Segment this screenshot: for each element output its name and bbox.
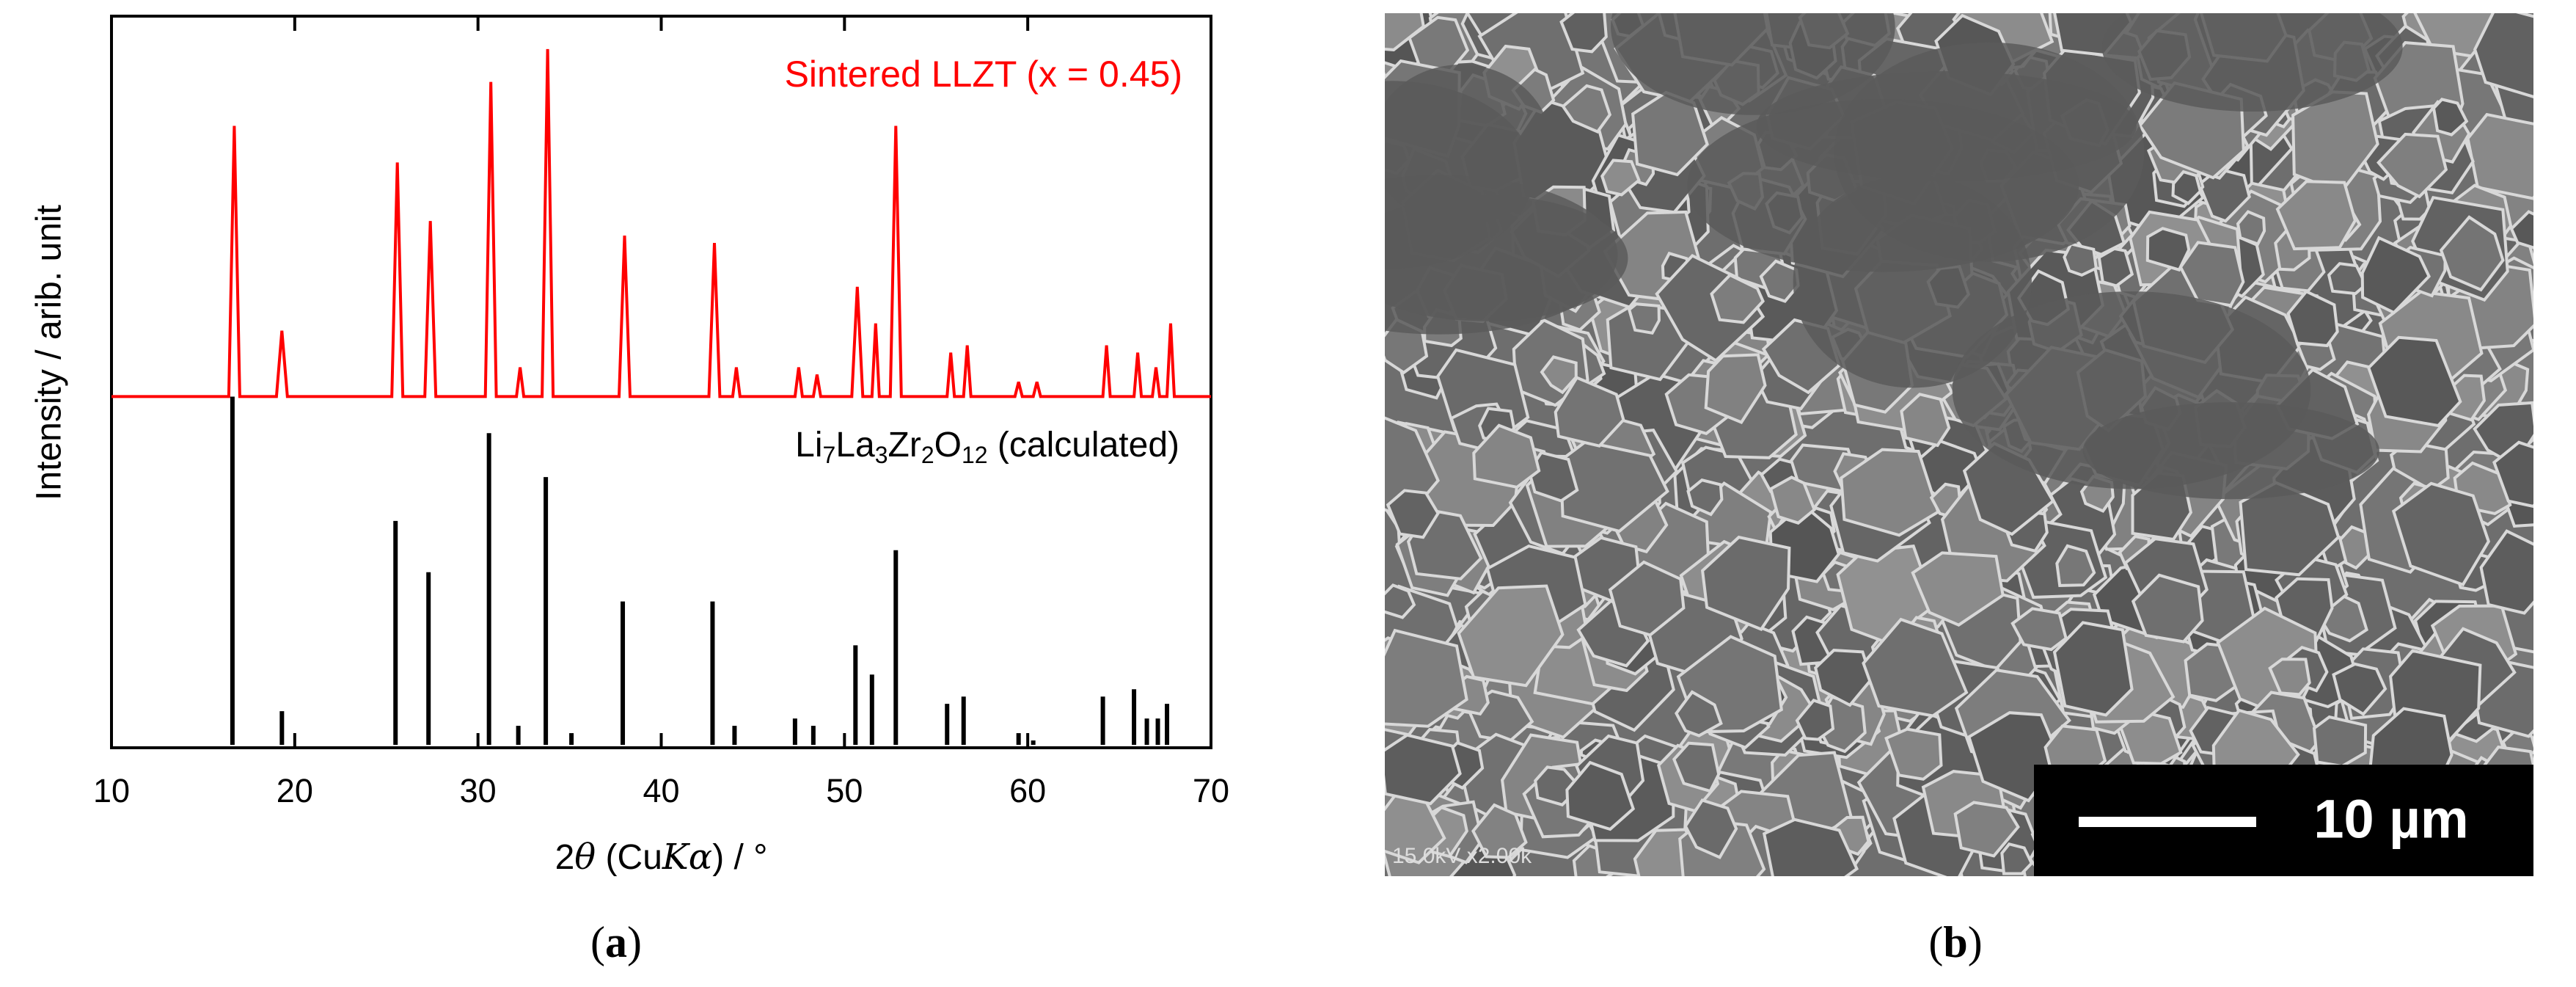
grain: [1710, 273, 1765, 324]
grain: [1608, 560, 1686, 637]
grain: [2063, 242, 2098, 277]
legend-label: Sintered LLZT (x = 0.45): [785, 54, 1182, 95]
x-tick-label: 40: [643, 772, 679, 809]
grain: [2052, 621, 2134, 717]
dark-region: [2101, 13, 2403, 112]
xrd-trace: [111, 48, 1211, 398]
grain: [1768, 476, 1816, 525]
grain: [2000, 842, 2034, 875]
grain: [2366, 335, 2462, 428]
grain: [1813, 649, 1873, 707]
grain: [2327, 262, 2368, 296]
grain: [1795, 699, 1835, 741]
dark-region: [1385, 81, 1534, 269]
grain: [2332, 662, 2387, 716]
grain: [1385, 583, 1416, 619]
grain: [2466, 112, 2533, 200]
grain: [1565, 760, 1636, 831]
x-tick-label: 30: [460, 772, 497, 809]
dark-region: [1611, 13, 1895, 115]
grain: [1884, 727, 1943, 781]
grain: [1683, 798, 1738, 859]
grain: [1386, 489, 1440, 539]
grain: [1840, 448, 1940, 537]
grain: [2391, 481, 2490, 587]
grain: [2360, 236, 2432, 315]
grain: [2097, 247, 2134, 288]
grain: [2376, 132, 2448, 199]
grain: [1385, 13, 1425, 51]
grain: [1700, 535, 1791, 631]
grain: [1686, 478, 1724, 517]
grain: [1627, 302, 1661, 335]
grain: [1600, 159, 1641, 197]
grain: [2432, 98, 2469, 136]
grain: [2268, 658, 2311, 696]
grain: [2479, 529, 2533, 615]
grain: [1554, 376, 1625, 448]
grain: [1471, 803, 1528, 859]
grain: [1559, 13, 1608, 54]
x-axis-label: 2θ (CuKα) / °: [555, 837, 768, 878]
x-tick-label: 70: [1193, 772, 1229, 809]
grain: [1672, 741, 1721, 793]
x-tick-label: 60: [1009, 772, 1046, 809]
sem-image: [1385, 13, 2533, 876]
dark-region: [1952, 291, 2311, 489]
x-tick-label: 50: [826, 772, 863, 809]
grain: [1900, 393, 1951, 448]
legend-label: Li7La3Zr2O12 (calculated): [795, 426, 1179, 469]
panel-label: (a): [590, 918, 642, 966]
grain: [1762, 817, 1859, 876]
grain: [2509, 210, 2533, 250]
x-tick-label: 20: [277, 772, 313, 809]
grain: [2275, 180, 2357, 251]
grain: [2492, 440, 2533, 509]
y-axis-label: Intensity / arib. unit: [30, 205, 69, 500]
grain: [2236, 210, 2266, 246]
scale-bar: [2079, 817, 2256, 827]
grain: [2473, 13, 2533, 98]
sem-info: 15.0kV x2.00k: [1392, 844, 1532, 868]
grain: [1911, 551, 2005, 627]
x-tick-label: 10: [93, 772, 130, 809]
grain: [2145, 227, 2191, 272]
grain: [2239, 481, 2341, 577]
grain: [2055, 544, 2096, 587]
grain: [1675, 690, 1723, 737]
grain: [1457, 584, 1565, 688]
grain: [1704, 353, 1767, 424]
grain: [1385, 733, 1462, 806]
grain: [2286, 289, 2339, 348]
grain: [2010, 607, 2068, 652]
scale-bar-label: 10 µm: [2313, 789, 2468, 850]
grain: [2131, 573, 2204, 644]
panel-label: (b): [1928, 918, 1982, 966]
grain: [1953, 801, 2020, 858]
grain: [1385, 628, 1468, 728]
dark-region: [1687, 99, 2079, 272]
grain: [2439, 215, 2505, 292]
grain: [1561, 84, 1612, 134]
grain: [2171, 170, 2203, 205]
grain: [1540, 355, 1578, 395]
grain: [1862, 617, 1969, 718]
grain: [1472, 423, 1541, 489]
